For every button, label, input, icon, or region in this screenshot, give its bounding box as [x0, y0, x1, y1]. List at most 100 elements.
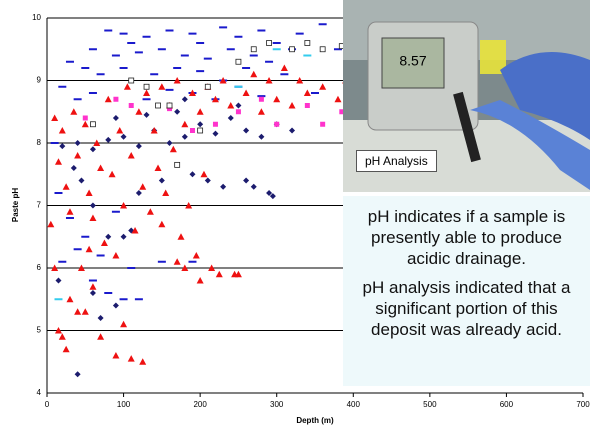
point — [304, 90, 311, 97]
y-tick-label: 4 — [37, 388, 42, 397]
point — [250, 71, 257, 78]
point — [205, 84, 210, 89]
point — [143, 90, 150, 97]
point — [227, 102, 234, 109]
point — [182, 134, 188, 140]
point — [212, 131, 218, 137]
point — [290, 47, 295, 52]
point — [305, 103, 310, 108]
point — [89, 215, 96, 222]
point — [251, 184, 257, 190]
point — [98, 315, 104, 321]
point — [82, 121, 89, 128]
point — [113, 303, 119, 309]
point — [55, 158, 62, 165]
y-axis-label: Paste pH — [11, 188, 20, 222]
point — [47, 221, 54, 228]
point — [243, 178, 249, 184]
point — [197, 277, 204, 284]
x-tick-label: 500 — [423, 400, 437, 409]
point — [334, 96, 341, 103]
point — [158, 83, 165, 90]
point — [167, 140, 173, 146]
point — [90, 290, 96, 296]
point — [174, 109, 180, 115]
point — [197, 108, 204, 115]
point — [51, 115, 58, 122]
x-tick-label: 700 — [576, 400, 590, 409]
point — [251, 47, 256, 52]
page: {"chart_data": {"type": "scatter", "x_la… — [0, 0, 590, 430]
point — [135, 108, 142, 115]
x-tick-label: 0 — [45, 400, 50, 409]
point — [74, 152, 81, 159]
point — [109, 171, 116, 178]
point — [70, 108, 77, 115]
point — [273, 96, 280, 103]
point — [320, 47, 325, 52]
point — [136, 190, 142, 196]
point — [129, 103, 134, 108]
point — [86, 190, 93, 197]
point — [121, 134, 127, 140]
point — [128, 355, 135, 362]
point — [243, 128, 249, 134]
point — [155, 165, 162, 172]
point — [75, 371, 81, 377]
point — [216, 271, 223, 278]
point — [63, 346, 70, 353]
point — [105, 234, 111, 240]
point — [259, 97, 264, 102]
point — [220, 184, 226, 190]
point — [124, 83, 131, 90]
point — [75, 140, 81, 146]
point — [66, 296, 73, 303]
point — [167, 103, 172, 108]
y-tick-label: 7 — [37, 201, 42, 210]
y-tick-label: 8 — [37, 138, 42, 147]
point — [128, 152, 135, 159]
point — [147, 208, 154, 215]
point — [267, 41, 272, 46]
point — [197, 121, 203, 127]
point — [258, 108, 265, 115]
point — [289, 128, 295, 134]
point — [281, 65, 288, 72]
point — [235, 103, 241, 109]
x-tick-label: 100 — [117, 400, 131, 409]
point — [156, 103, 161, 108]
point — [66, 208, 73, 215]
point — [174, 258, 181, 265]
point — [101, 240, 108, 247]
point — [112, 352, 119, 359]
point — [89, 283, 96, 290]
svg-text:8.57: 8.57 — [399, 53, 426, 69]
photo-label: pH Analysis — [356, 150, 437, 172]
point — [205, 178, 211, 184]
x-tick-label: 300 — [270, 400, 284, 409]
text-box: pH indicates if a sample is presently ab… — [343, 196, 590, 386]
point — [136, 143, 142, 149]
note-text: pH indicates if a sample is presently ab… — [351, 206, 582, 269]
point — [200, 171, 207, 178]
point — [139, 183, 146, 190]
point — [144, 84, 149, 89]
point — [181, 121, 188, 128]
point — [90, 122, 95, 127]
point — [190, 128, 195, 133]
point — [274, 122, 279, 127]
point — [59, 127, 66, 134]
point — [236, 109, 241, 114]
point — [63, 183, 70, 190]
point — [59, 143, 65, 149]
point — [113, 97, 118, 102]
point — [162, 190, 169, 197]
point — [258, 134, 264, 140]
point — [178, 233, 185, 240]
point — [112, 252, 119, 259]
point — [159, 178, 165, 184]
x-axis-label: Depth (m) — [296, 416, 334, 425]
point — [213, 122, 218, 127]
point — [182, 96, 188, 102]
point — [158, 221, 165, 228]
